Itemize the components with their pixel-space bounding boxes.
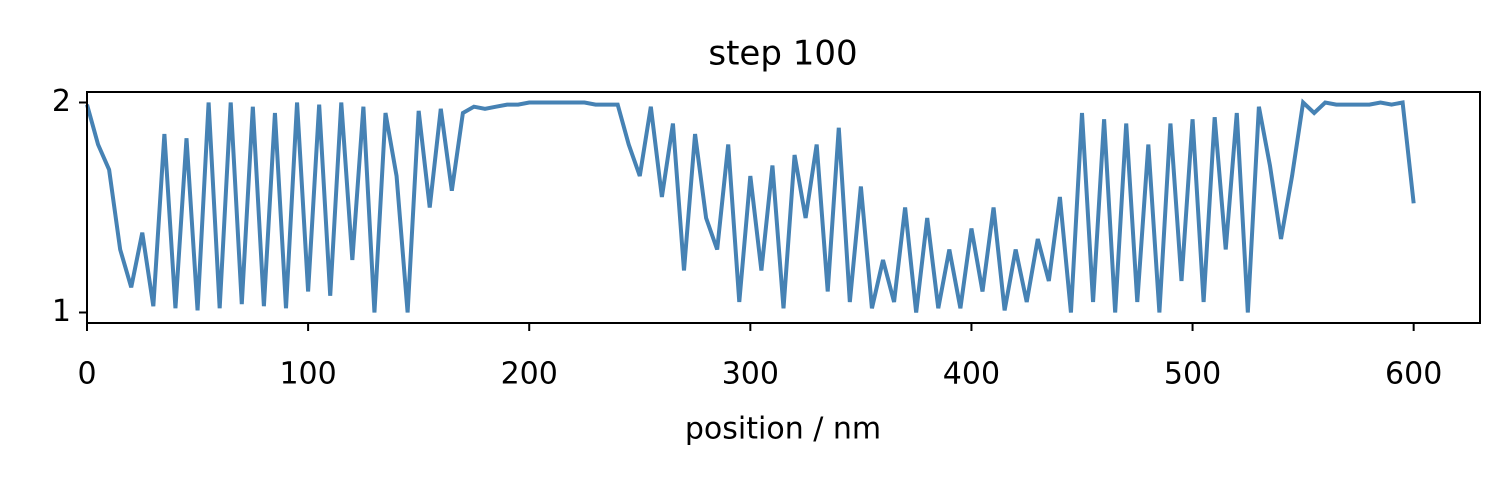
y-tick-label: 1 xyxy=(52,294,71,329)
y-tick-label: 2 xyxy=(52,84,71,119)
chart-title: step 100 xyxy=(708,34,857,74)
x-tick-label: 400 xyxy=(943,357,1000,392)
x-tick-label: 100 xyxy=(279,357,336,392)
x-tick-label: 500 xyxy=(1164,357,1221,392)
data-line xyxy=(85,98,1416,313)
plot-frame xyxy=(86,91,1481,324)
x-tick-label: 0 xyxy=(77,357,96,392)
x-tick-label: 200 xyxy=(501,357,558,392)
x-axis-label: position / nm xyxy=(685,412,881,447)
x-tick-label: 600 xyxy=(1385,357,1442,392)
x-tick-label: 300 xyxy=(722,357,779,392)
